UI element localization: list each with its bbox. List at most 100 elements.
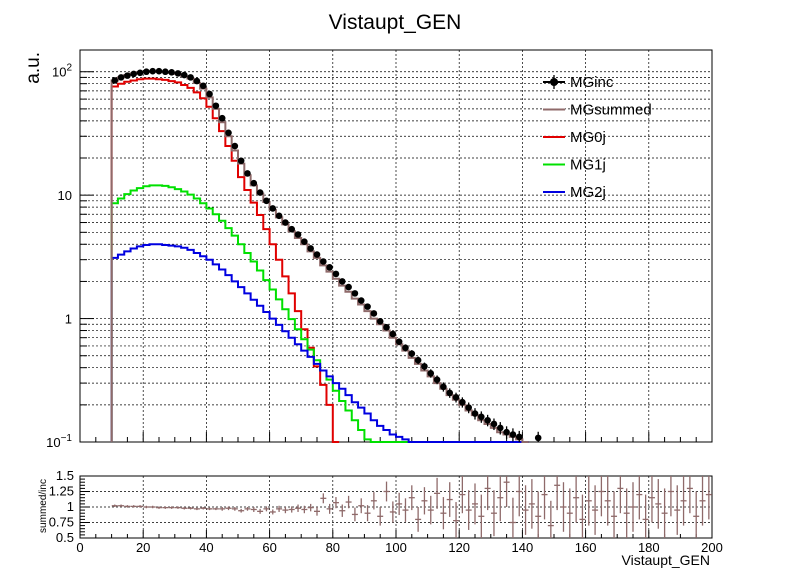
mginc-point: [332, 270, 340, 278]
mginc-point: [357, 297, 365, 304]
ratio-x-tick-label: 120: [448, 540, 470, 555]
mginc-point: [136, 69, 144, 77]
ratio-x-tick-label: 80: [326, 540, 340, 555]
legend-mginc-marker-dot: [550, 78, 558, 86]
mginc-point: [490, 420, 498, 428]
mginc-point: [143, 68, 150, 76]
mginc-point: [389, 330, 397, 338]
mginc-point: [263, 197, 270, 205]
mginc-point: [471, 410, 479, 417]
mginc-point: [452, 394, 460, 401]
mginc-point: [111, 77, 119, 84]
ratio-y-tick-label: 1.5: [56, 468, 74, 483]
mginc-point: [294, 231, 302, 238]
mginc-point: [383, 323, 390, 331]
mginc-point: [218, 114, 226, 122]
mginc-point: [307, 245, 314, 252]
mginc-point: [320, 258, 327, 265]
ratio-x-tick-label: 0: [76, 540, 83, 555]
mginc-point: [326, 264, 333, 271]
series-mg1j-line: [110, 184, 466, 443]
mginc-point: [459, 398, 466, 406]
main-plot-panel: 102 10 1 10−1: [46, 49, 713, 450]
mginc-point: [440, 383, 447, 391]
mginc-point: [275, 212, 283, 220]
mginc-point: [414, 356, 422, 364]
mginc-point: [484, 416, 491, 424]
mginc-point: [168, 68, 175, 76]
mginc-point: [465, 404, 472, 411]
ratio-x-tick-label: 200: [701, 540, 723, 555]
mginc-point: [193, 77, 201, 85]
legend-mginc-label: MGinc: [570, 74, 614, 91]
mginc-point: [231, 142, 239, 150]
mginc-point: [408, 350, 416, 357]
mginc-point: [370, 310, 378, 317]
ratio-x-tick-label: 60: [262, 540, 276, 555]
mginc-point: [212, 102, 220, 110]
mginc-point: [395, 338, 403, 345]
ratio-x-tick-label: 20: [136, 540, 150, 555]
mginc-point: [313, 251, 321, 258]
mginc-point: [534, 434, 542, 442]
mginc-point: [282, 219, 289, 226]
ratio-x-tick-label: 100: [385, 540, 407, 555]
ratio-plot-panel: 0 20 40 60 80 100 120 140 160 180 200 0.50.7511.251…: [49, 468, 723, 555]
series-mg0j-line: [110, 77, 340, 443]
mginc-point: [496, 424, 504, 432]
ratio-y-tick-label: 1: [67, 499, 74, 514]
ratio-x-tick-label: 140: [512, 540, 534, 555]
mginc-point: [162, 68, 169, 76]
mginc-point: [199, 82, 207, 90]
mginc-point: [244, 170, 251, 177]
mginc-point: [117, 74, 125, 81]
mginc-point: [345, 283, 352, 291]
mginc-point: [338, 278, 346, 285]
legend-mgsummed-label: MGsummed: [570, 102, 652, 119]
mginc-point: [402, 344, 409, 352]
mginc-point: [250, 179, 258, 187]
main-y-tick-label: 10−1: [46, 433, 72, 450]
mginc-point: [237, 157, 245, 165]
mginc-point: [433, 376, 441, 383]
mginc-point: [301, 238, 308, 245]
ratio-y-axis-label: summed/inc: [38, 479, 49, 533]
mginc-point: [256, 189, 264, 196]
mginc-point: [155, 67, 163, 75]
ratio-x-tick-label: 160: [575, 540, 597, 555]
ratio-x-axis-label: Vistaupt_GEN: [622, 552, 710, 568]
mginc-point: [503, 428, 510, 436]
mginc-point: [427, 370, 435, 377]
mginc-point: [269, 205, 277, 212]
mginc-point: [364, 303, 371, 310]
mginc-point: [149, 67, 156, 75]
series-mgsummed-line: [110, 70, 529, 443]
mginc-point: [376, 318, 384, 325]
main-y-tick-label: 10: [58, 188, 72, 203]
main-y-tick-label: 1: [65, 312, 72, 327]
mginc-point: [515, 433, 523, 441]
ratio-y-tick-label: 1.25: [49, 484, 74, 499]
mginc-point: [288, 225, 296, 233]
mginc-point: [225, 129, 232, 137]
legend-mg0j-label: MG0j: [570, 129, 606, 146]
ratio-y-tick-label: 0.5: [56, 530, 74, 545]
legend-mg1j-label: MG1j: [570, 157, 606, 174]
mginc-point: [130, 70, 138, 78]
ratio-y-tick-label: 0.75: [49, 515, 74, 530]
mginc-point: [124, 72, 131, 79]
chart-title: Vistaupt_GEN: [329, 11, 462, 34]
series-mg2j-line: [110, 243, 529, 443]
mginc-point: [187, 74, 194, 81]
mginc-point: [421, 363, 428, 370]
mginc-point: [509, 431, 517, 438]
mginc-point: [180, 71, 188, 79]
ratio-x-tick-label: 40: [199, 540, 213, 555]
legend-mg2j-label: MG2j: [570, 184, 606, 201]
legend: MGinc MGsummed MG0j MG1j MG2j: [543, 74, 652, 201]
mginc-point: [446, 389, 454, 397]
main-y-tick-label: 102: [52, 63, 72, 80]
main-y-axis-label: a.u.: [23, 52, 44, 84]
mginc-point: [351, 290, 359, 297]
